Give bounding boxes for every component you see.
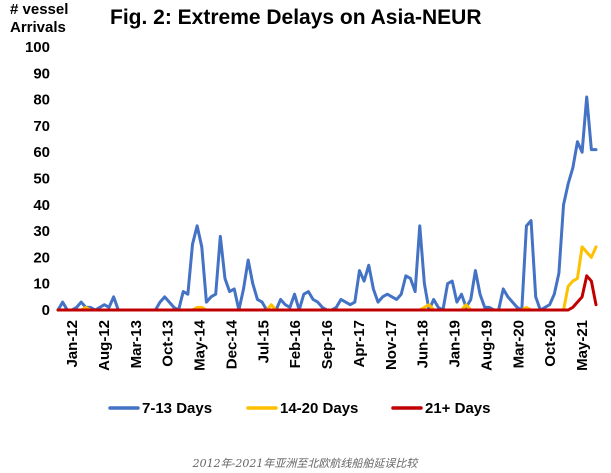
x-tick-label: Sep-16	[319, 320, 336, 369]
x-tick-label: Feb-16	[287, 320, 304, 368]
y-axis-label-line-1: # vessel	[10, 1, 68, 18]
x-axis-ticks: Jan-12 Aug-12 Mar-13 Oct-13 May-14 Dec-14 Jul-…	[64, 319, 591, 371]
x-tick-label: Mar-20	[510, 320, 527, 368]
x-tick-label: Nov-17	[383, 320, 400, 370]
y-axis-ticks: 0 10 20 30 40 50 60 70 80 90 100	[25, 39, 50, 319]
y-axis-label-line-2: Arrivals	[10, 19, 66, 36]
y-tick-label: 100	[25, 39, 50, 56]
x-tick-label: Oct-13	[160, 320, 177, 367]
legend: 7-13 Days 14-20 Days 21+ Days	[108, 400, 490, 417]
x-tick-label: Oct-20	[542, 320, 559, 367]
legend-label: 7-13 Days	[142, 400, 212, 417]
x-tick-label: Mar-13	[128, 320, 145, 368]
x-tick-label: Aug-12	[96, 320, 113, 371]
x-tick-label: May-14	[192, 319, 209, 371]
y-tick-label: 50	[33, 171, 50, 188]
x-tick-label: Jul-15	[255, 320, 272, 363]
x-tick-label: Aug-19	[478, 320, 495, 371]
legend-label: 14-20 Days	[280, 400, 358, 417]
series-line-2	[56, 245, 598, 312]
y-tick-label: 70	[33, 118, 50, 135]
series-line-1	[56, 95, 598, 312]
y-tick-label: 0	[42, 302, 50, 319]
x-tick-label: May-21	[574, 320, 591, 371]
y-tick-label: 20	[33, 249, 50, 266]
legend-label: 21+ Days	[425, 400, 490, 417]
chart-title: Fig. 2: Extreme Delays on Asia-NEUR	[110, 6, 482, 29]
x-tick-label: Apr-17	[351, 320, 368, 368]
x-tick-label: Jun-18	[415, 320, 432, 368]
y-tick-label: 80	[33, 92, 50, 109]
series-line-3	[56, 274, 598, 312]
y-tick-label: 40	[33, 197, 50, 214]
series-lines	[56, 95, 598, 312]
figure-caption: 2012年-2021年亚洲至北欧航线船舶延误比较	[192, 457, 420, 470]
y-tick-label: 30	[33, 223, 50, 240]
x-tick-label: Jan-19	[447, 320, 464, 368]
x-tick-label: Dec-14	[223, 319, 240, 369]
y-tick-label: 60	[33, 144, 50, 161]
y-tick-label: 10	[33, 276, 50, 293]
y-tick-label: 90	[33, 65, 50, 82]
x-tick-label: Jan-12	[64, 320, 81, 368]
